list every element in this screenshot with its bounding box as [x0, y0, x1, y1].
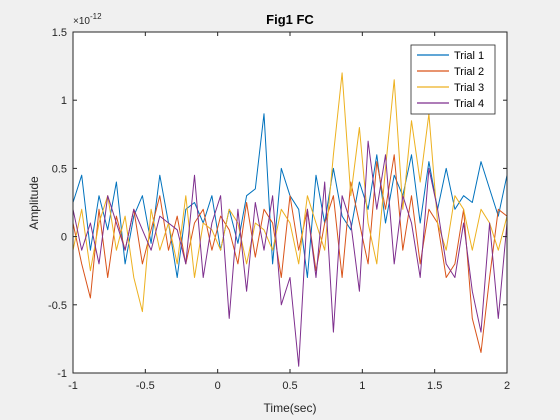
x-tick-label: -0.5	[136, 380, 155, 392]
y-exponent-power: -12	[90, 12, 102, 21]
x-tick-label: 1.5	[427, 380, 442, 392]
y-axis: -1 -0.5 0 0.5 1 1.5	[48, 27, 507, 380]
series-line-trial-3	[72, 72, 508, 313]
series-layer	[72, 72, 508, 367]
y-tick-label: 1	[61, 95, 67, 107]
legend: Trial 1 Trial 2 Trial 3 Trial 4	[410, 44, 496, 115]
x-axis: -1 -0.5 0 0.5 1 1.5 2	[68, 32, 510, 392]
x-tick-label: -1	[68, 380, 78, 392]
legend-label: Trial 4	[454, 98, 484, 110]
legend-label: Trial 2	[454, 66, 484, 78]
y-tick-label: 0.5	[52, 163, 67, 175]
x-tick-label: 1	[359, 380, 365, 392]
chart-title: Fig1 FC	[266, 12, 314, 27]
x-tick-label: 0	[215, 380, 221, 392]
y-exponent-base: ×10	[73, 16, 90, 27]
y-tick-label: -1	[57, 368, 67, 380]
y-tick-label: -0.5	[48, 300, 67, 312]
series-line-trial-4	[72, 140, 508, 367]
series-line-trial-2	[72, 154, 508, 353]
legend-label: Trial 1	[454, 50, 484, 62]
y-tick-label: 1.5	[52, 27, 67, 39]
x-tick-label: 0.5	[282, 380, 297, 392]
x-axis-label: Time(sec)	[264, 401, 317, 415]
y-exponent-label: ×10-12	[73, 12, 102, 27]
y-axis-label: Amplitude	[27, 176, 41, 230]
legend-label: Trial 3	[454, 82, 484, 94]
x-tick-label: 2	[504, 380, 510, 392]
y-tick-label: 0	[61, 232, 67, 244]
